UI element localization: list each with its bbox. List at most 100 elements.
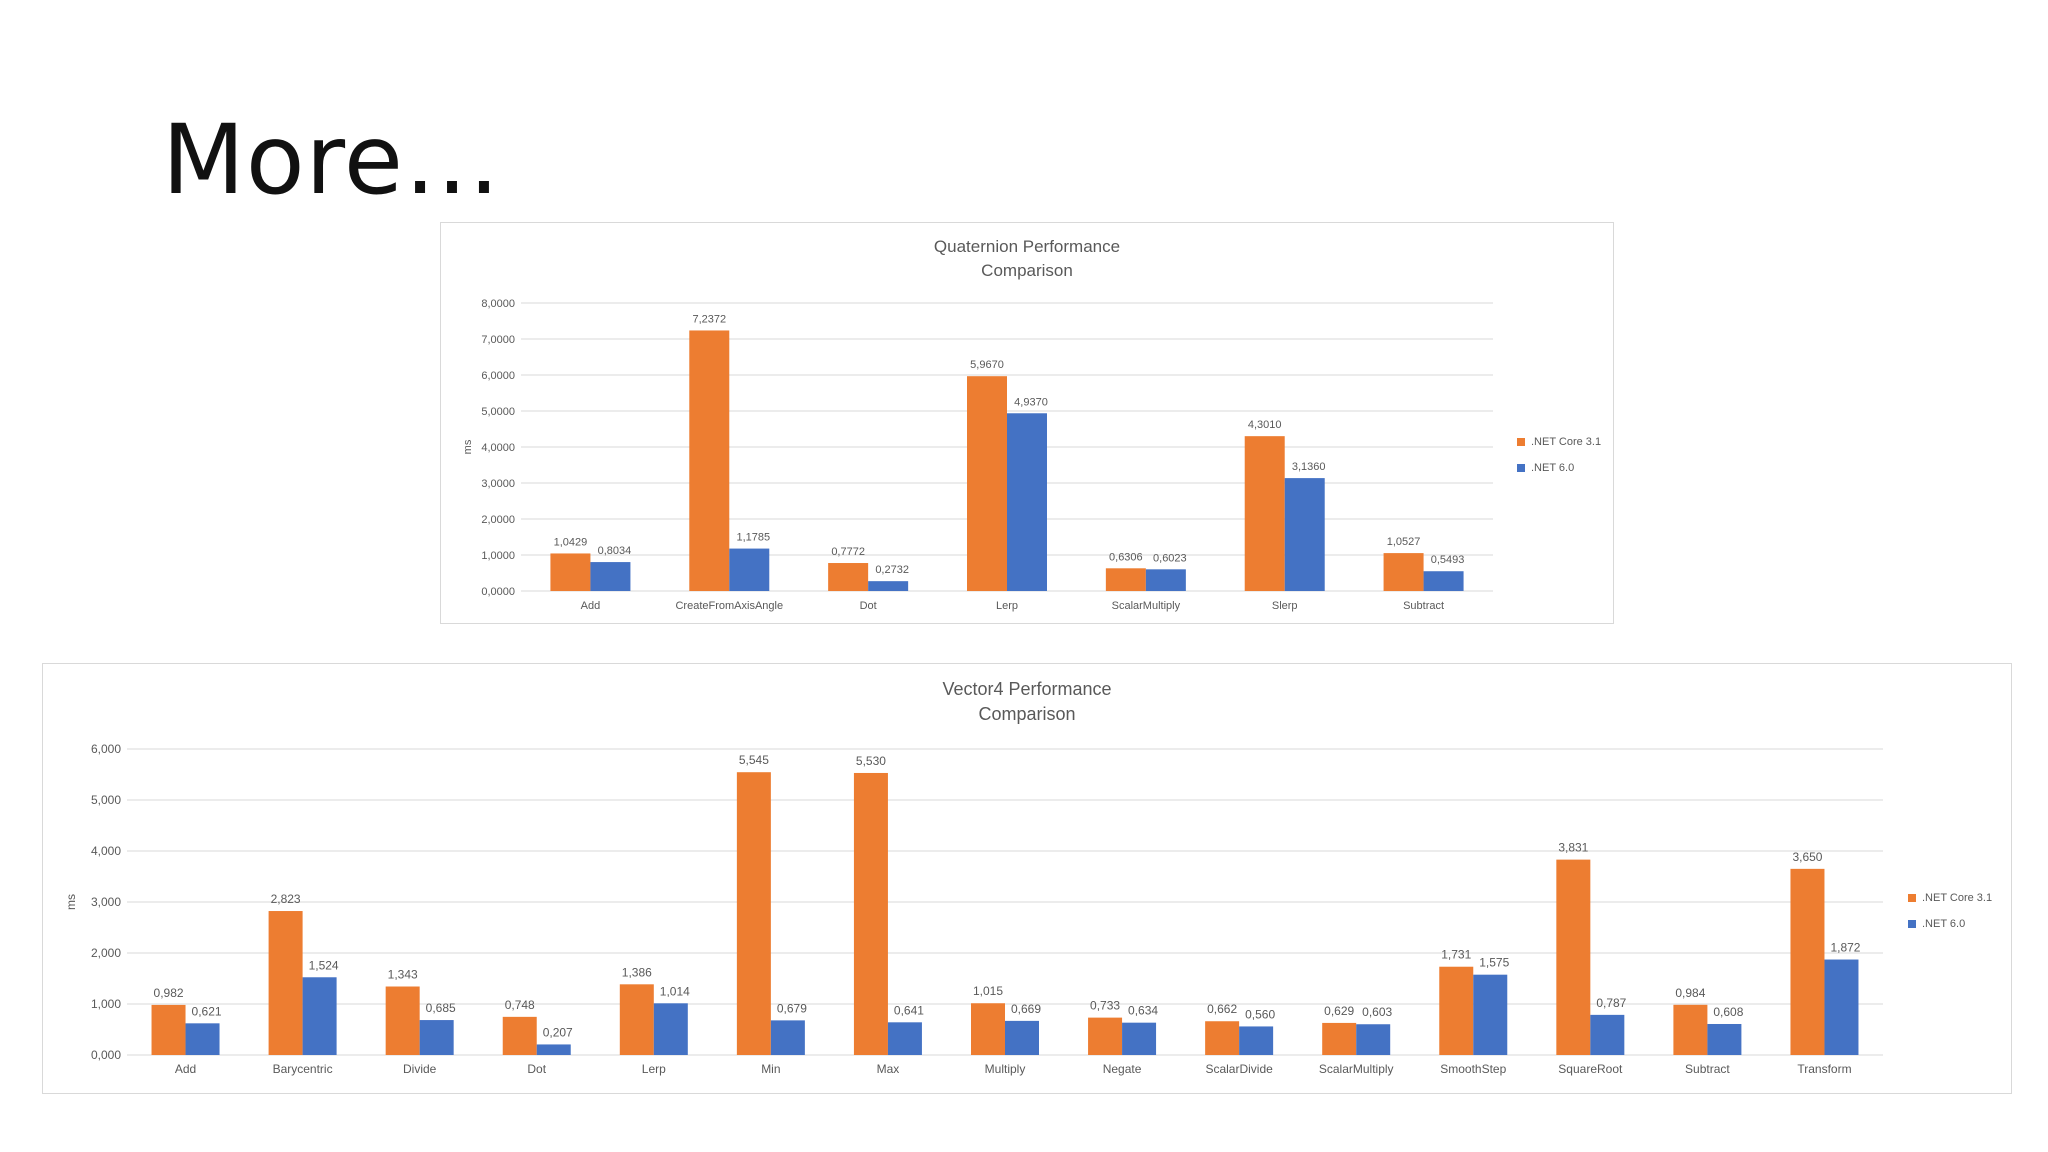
data-label: 0,748 [505, 998, 535, 1012]
bar [619, 984, 654, 1055]
y-axis-label: ms [64, 894, 78, 910]
legend-item-netcore31: .NET Core 3.1 [1908, 892, 1992, 904]
data-label: 1,015 [973, 984, 1003, 998]
bar [1005, 1020, 1039, 1055]
chart-title-line2: Comparison [978, 704, 1076, 725]
bar [1284, 478, 1325, 591]
data-label: 1,343 [388, 968, 418, 982]
y-axis-label: ms [462, 439, 474, 454]
bar [1707, 1023, 1742, 1055]
data-label: 1,386 [622, 965, 652, 979]
x-tick-label: SquareRoot [1558, 1062, 1623, 1076]
data-label: 3,650 [1792, 850, 1822, 864]
y-tick-label: 6,0000 [481, 370, 515, 382]
legend-label: .NET 6.0 [1922, 918, 1966, 930]
x-tick-label: Divide [403, 1062, 437, 1076]
bar [887, 1022, 922, 1055]
x-tick-label: Dot [860, 600, 877, 612]
bar [151, 1004, 186, 1055]
vector4-chart: Vector4 Performance Comparison 0,000 1,00… [42, 663, 2012, 1094]
data-label: 0,982 [154, 986, 184, 1000]
bar [1790, 868, 1825, 1055]
bar [1322, 1022, 1357, 1055]
bar [770, 1020, 805, 1055]
x-tick-label: Slerp [1272, 600, 1298, 612]
data-label: 0,733 [1090, 999, 1120, 1013]
quaternion-chart-plot: 0,0000 1,0000 2,0000 3,0000 4,0000 5,0000 6,00… [462, 298, 1493, 612]
data-label: 1,1785 [736, 532, 770, 544]
bar [302, 977, 337, 1055]
bar [1145, 569, 1186, 591]
bar [868, 581, 909, 591]
bar [1122, 1022, 1157, 1055]
bar [1239, 1026, 1274, 1055]
bar [550, 553, 591, 591]
bar [502, 1016, 537, 1055]
bar [971, 1003, 1005, 1055]
data-label: 0,685 [426, 1001, 456, 1015]
x-tick-label: Add [581, 600, 601, 612]
x-tick-label: SmoothStep [1440, 1062, 1506, 1076]
data-label: 5,545 [739, 753, 769, 767]
bar [729, 548, 770, 591]
bar [1105, 568, 1146, 591]
legend-label: .NET 6.0 [1531, 462, 1575, 474]
data-label: 1,731 [1441, 948, 1471, 962]
y-tick-label: 4,000 [91, 844, 121, 858]
data-label: 4,3010 [1248, 419, 1282, 431]
y-tick-label: 8,0000 [481, 298, 515, 310]
data-label: 0,6023 [1153, 552, 1187, 564]
data-label: 1,524 [309, 958, 339, 972]
legend-label: .NET Core 3.1 [1531, 436, 1602, 448]
x-tick-label: Subtract [1403, 600, 1444, 612]
x-tick-label: ScalarDivide [1205, 1062, 1273, 1076]
data-label: 0,634 [1128, 1004, 1158, 1018]
y-tick-label: 3,0000 [481, 478, 515, 490]
data-label: 0,669 [1011, 1002, 1041, 1016]
legend-swatch-net60 [1908, 920, 1916, 928]
data-label: 1,575 [1479, 956, 1509, 970]
x-tick-label: ScalarMultiply [1319, 1062, 1394, 1076]
bar [1205, 1021, 1240, 1055]
chart-title: Vector4 Performance Comparison [43, 677, 2011, 727]
data-label: 1,014 [660, 984, 690, 998]
data-label: 0,662 [1207, 1002, 1237, 1016]
y-tick-label: 3,000 [91, 895, 121, 909]
quaternion-chart: Quaternion Performance Comparison 0,0000… [440, 222, 1614, 624]
y-tick-label: 6,000 [91, 742, 121, 756]
x-tick-label: Lerp [996, 600, 1018, 612]
x-tick-label: Max [877, 1062, 900, 1076]
bar [1244, 436, 1285, 591]
bar [185, 1023, 220, 1055]
bar [590, 562, 631, 591]
data-label: 0,2732 [875, 564, 909, 576]
x-tick-label: Min [761, 1062, 780, 1076]
y-tick-label: 2,0000 [481, 514, 515, 526]
bar [268, 911, 303, 1055]
data-label: 2,823 [271, 892, 301, 906]
chart-title-line1: Quaternion Performance [933, 237, 1121, 256]
bar [689, 330, 730, 591]
y-tick-label: 1,000 [91, 997, 121, 1011]
bar [536, 1044, 571, 1055]
bar [1473, 974, 1508, 1055]
x-tick-label: Subtract [1685, 1062, 1730, 1076]
data-label: 0,5493 [1431, 554, 1465, 566]
data-label: 0,679 [777, 1001, 807, 1015]
chart-title-line2: Comparison [981, 260, 1073, 280]
data-label: 0,207 [543, 1025, 573, 1039]
data-label: 0,7772 [831, 546, 865, 558]
legend-swatch-netcore31 [1517, 438, 1525, 446]
bar [1824, 959, 1859, 1055]
data-label: 1,0527 [1387, 536, 1421, 548]
x-tick-label: Barycentric [273, 1062, 333, 1076]
y-tick-label: 5,000 [91, 793, 121, 807]
legend-item-netcore31: .NET Core 3.1 [1517, 436, 1601, 448]
data-label: 4,9370 [1014, 396, 1048, 408]
data-label: 7,2372 [692, 313, 726, 325]
chart-title: Quaternion Performance Comparison [441, 235, 1613, 283]
legend-swatch-net60 [1517, 464, 1525, 472]
bar [736, 772, 771, 1055]
data-label: 0,603 [1362, 1005, 1392, 1019]
data-label: 0,6306 [1109, 551, 1143, 563]
